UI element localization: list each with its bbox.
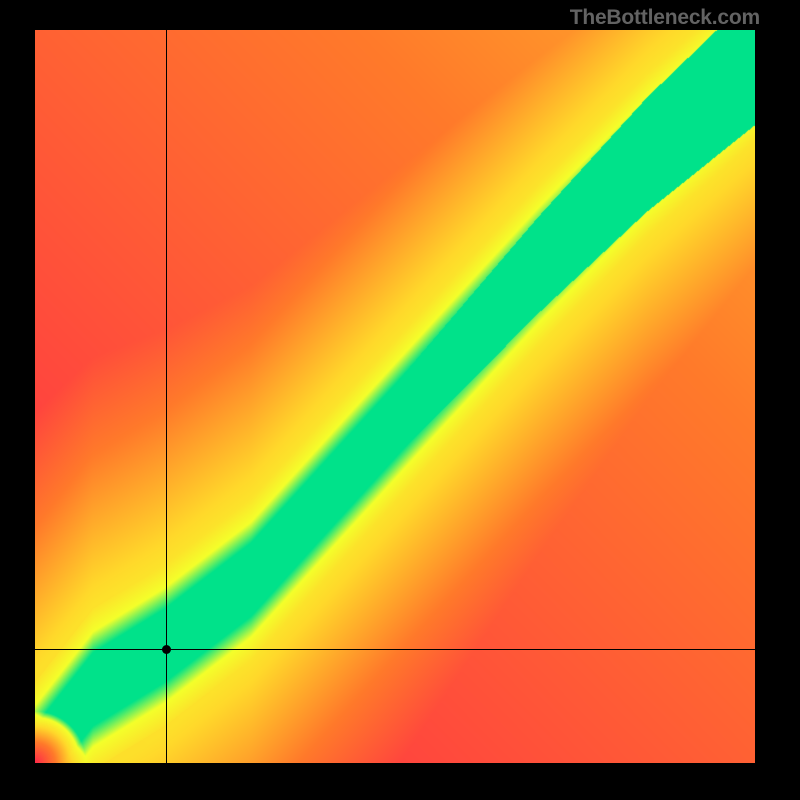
bottleneck-heatmap bbox=[35, 30, 755, 763]
heatmap-canvas bbox=[35, 30, 755, 763]
crosshair-horizontal bbox=[35, 649, 755, 650]
watermark-text: TheBottleneck.com bbox=[570, 6, 760, 30]
crosshair-marker bbox=[162, 645, 171, 654]
